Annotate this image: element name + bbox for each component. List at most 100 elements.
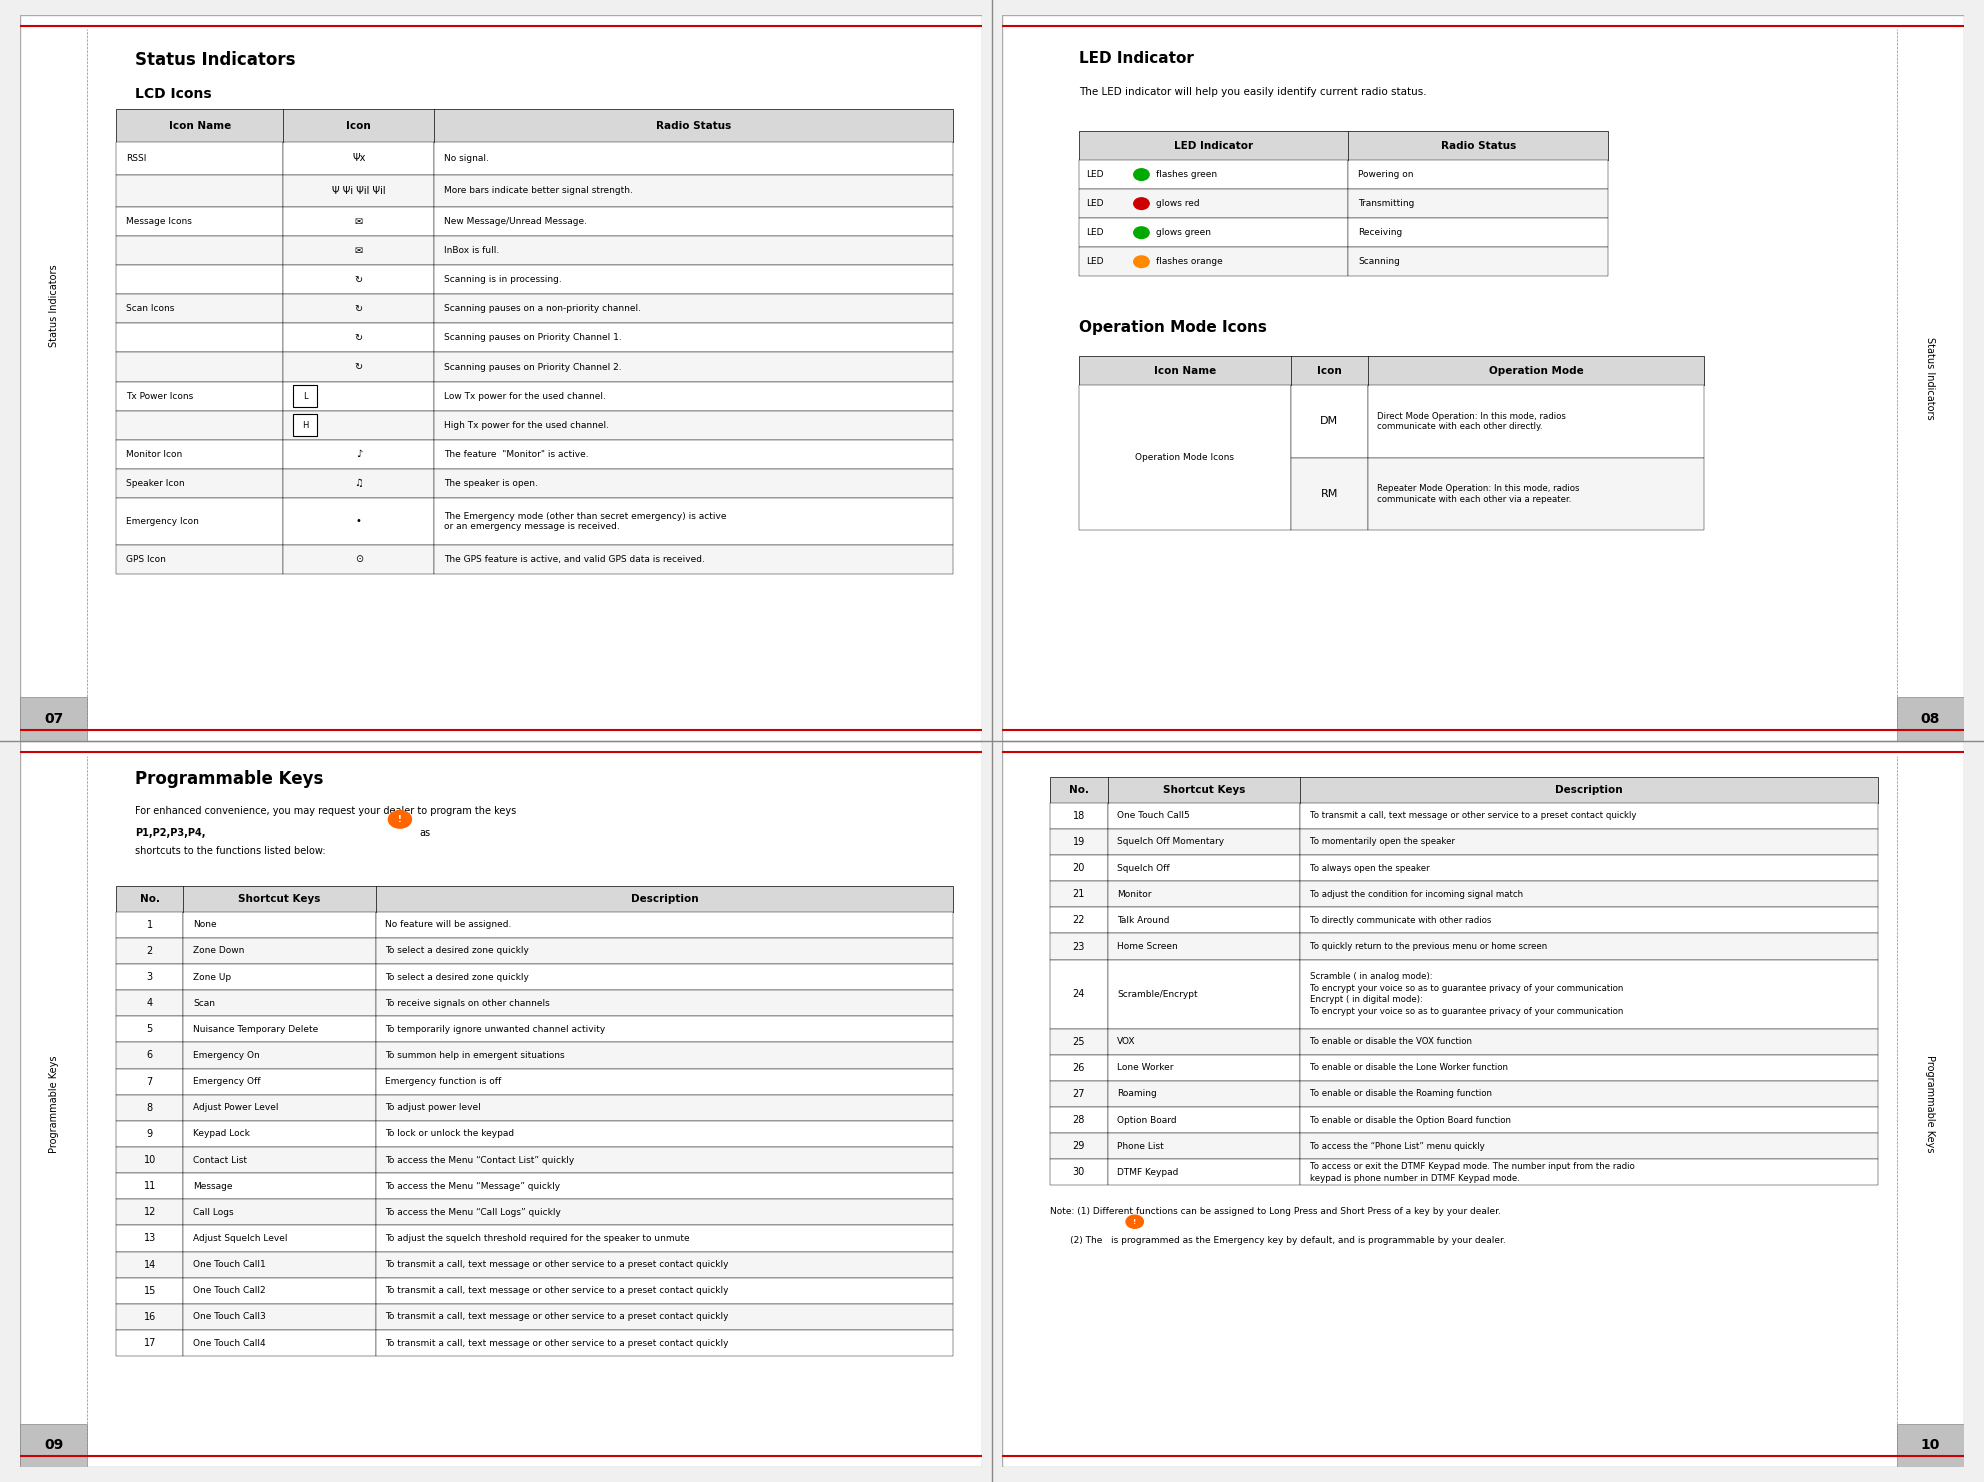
Bar — [115, 545, 284, 574]
Bar — [183, 1199, 375, 1226]
Text: RM: RM — [1321, 489, 1337, 499]
Bar — [284, 295, 434, 323]
Bar — [1300, 1159, 1877, 1186]
Text: To transmit a call, text message or other service to a preset contact quickly: To transmit a call, text message or othe… — [385, 1260, 728, 1269]
Text: InBox is full.: InBox is full. — [444, 246, 500, 255]
Text: To adjust the condition for incoming signal match: To adjust the condition for incoming sig… — [1309, 889, 1524, 898]
Bar — [1300, 803, 1877, 828]
Text: No feature will be assigned.: No feature will be assigned. — [385, 920, 512, 929]
Bar — [183, 1251, 375, 1277]
Bar — [375, 990, 952, 1017]
Text: Scanning is in processing.: Scanning is in processing. — [444, 276, 561, 285]
Bar — [1349, 247, 1609, 276]
Text: Squelch Off: Squelch Off — [1117, 864, 1171, 873]
Text: To access the “Phone List” menu quickly: To access the “Phone List” menu quickly — [1309, 1141, 1484, 1150]
Bar — [183, 1329, 375, 1356]
Bar — [1050, 828, 1107, 855]
Text: New Message/Unread Message.: New Message/Unread Message. — [444, 218, 587, 227]
Text: 5: 5 — [147, 1024, 153, 1034]
Bar — [284, 323, 434, 353]
Text: 6: 6 — [147, 1051, 153, 1061]
Bar — [1300, 907, 1877, 934]
Text: To always open the speaker: To always open the speaker — [1309, 864, 1428, 873]
Bar — [183, 963, 375, 990]
Text: Shortcut Keys: Shortcut Keys — [238, 894, 321, 904]
Bar — [375, 911, 952, 938]
Bar — [294, 385, 317, 408]
Text: Emergency function is off: Emergency function is off — [385, 1077, 502, 1086]
Text: To transmit a call, text message or other service to a preset contact quickly: To transmit a call, text message or othe… — [385, 1286, 728, 1295]
Text: To access or exit the DTMF Keypad mode. The number input from the radio
keypad i: To access or exit the DTMF Keypad mode. … — [1309, 1162, 1635, 1183]
Text: RSSI: RSSI — [125, 154, 147, 163]
Bar — [434, 545, 952, 574]
Bar — [115, 1042, 183, 1069]
Text: ⊙: ⊙ — [355, 554, 363, 565]
Text: 28: 28 — [1073, 1114, 1085, 1125]
Bar — [183, 1304, 375, 1329]
Bar — [375, 938, 952, 963]
Text: Scanning: Scanning — [1357, 258, 1401, 267]
Text: One Touch Call2: One Touch Call2 — [192, 1286, 266, 1295]
Bar — [434, 207, 952, 236]
Bar — [1367, 458, 1704, 531]
Text: To temporarily ignore unwanted channel activity: To temporarily ignore unwanted channel a… — [385, 1024, 605, 1034]
Circle shape — [1133, 227, 1149, 239]
Bar — [183, 1174, 375, 1199]
Text: To select a desired zone quickly: To select a desired zone quickly — [385, 972, 530, 981]
Bar — [115, 381, 284, 411]
Bar — [115, 1069, 183, 1095]
Bar — [115, 1174, 183, 1199]
Bar — [115, 236, 284, 265]
Bar — [1079, 130, 1609, 160]
Bar — [375, 1120, 952, 1147]
Bar — [1300, 1055, 1877, 1080]
Text: Scramble ( in analog mode):
To encrypt your voice so as to guarantee privacy of : Scramble ( in analog mode): To encrypt y… — [1309, 972, 1623, 1017]
Text: Transmitting: Transmitting — [1357, 199, 1415, 207]
Text: 18: 18 — [1073, 811, 1085, 821]
Bar — [284, 207, 434, 236]
Bar — [115, 1017, 183, 1042]
Text: One Touch Call5: One Touch Call5 — [1117, 811, 1190, 821]
Bar — [375, 1147, 952, 1174]
Text: The GPS feature is active, and valid GPS data is received.: The GPS feature is active, and valid GPS… — [444, 554, 704, 565]
Bar — [284, 175, 434, 207]
Text: 29: 29 — [1073, 1141, 1085, 1152]
Bar — [115, 207, 284, 236]
Bar — [183, 1095, 375, 1120]
Bar — [183, 1120, 375, 1147]
Text: LED: LED — [1087, 228, 1105, 237]
Text: Lone Worker: Lone Worker — [1117, 1063, 1175, 1073]
Bar — [115, 175, 284, 207]
Bar — [1079, 190, 1349, 218]
Bar — [115, 498, 284, 545]
Bar — [375, 1069, 952, 1095]
Bar — [434, 468, 952, 498]
Text: Powering on: Powering on — [1357, 170, 1413, 179]
Circle shape — [389, 811, 411, 828]
Bar — [1050, 1107, 1107, 1134]
Text: 26: 26 — [1073, 1063, 1085, 1073]
Circle shape — [1127, 1215, 1143, 1229]
Bar — [284, 353, 434, 381]
Text: Programmable Keys: Programmable Keys — [48, 1055, 58, 1153]
Bar — [1300, 855, 1877, 882]
Text: Status Indicators: Status Indicators — [1926, 336, 1936, 419]
Bar — [115, 938, 183, 963]
Text: 24: 24 — [1073, 988, 1085, 999]
Text: P1,P2,P3,P4,: P1,P2,P3,P4, — [135, 828, 206, 839]
Text: Contact List: Contact List — [192, 1156, 248, 1165]
Bar — [1107, 907, 1300, 934]
Text: Call Logs: Call Logs — [192, 1208, 234, 1217]
Text: The Emergency mode (other than secret emergency) is active
or an emergency messa: The Emergency mode (other than secret em… — [444, 511, 726, 531]
Bar — [434, 142, 952, 175]
Bar — [284, 265, 434, 295]
Bar — [375, 1042, 952, 1069]
Bar — [1292, 458, 1367, 531]
Text: For enhanced convenience, you may request your dealer to program the keys: For enhanced convenience, you may reques… — [135, 806, 520, 817]
Text: Low Tx power for the used channel.: Low Tx power for the used channel. — [444, 391, 605, 400]
Bar — [1292, 385, 1367, 458]
Text: Ψ Ψi Ψil Ψil: Ψ Ψi Ψil Ψil — [331, 185, 385, 196]
Text: Ψx: Ψx — [351, 153, 365, 163]
Text: GPS Icon: GPS Icon — [125, 554, 165, 565]
Text: Keypad Lock: Keypad Lock — [192, 1129, 250, 1138]
